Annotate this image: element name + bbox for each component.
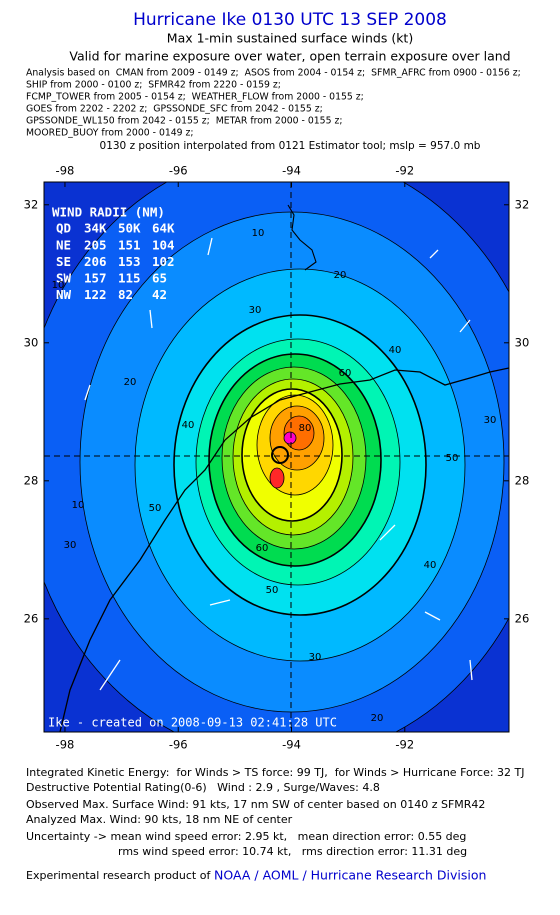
contour-label: 40: [389, 345, 402, 356]
x-tick-label: -96: [169, 164, 188, 178]
analysis-line: GPSSONDE_WL150 from 2042 - 0155 z; METAR…: [26, 116, 342, 127]
analysis-line: GOES from 2202 - 2202 z; GPSSONDE_SFC fr…: [26, 104, 323, 115]
radii-header: QD: [56, 221, 71, 236]
wind-vectors: [84, 237, 473, 691]
radii-header: 50K: [118, 221, 141, 236]
y-tick-label: 28: [24, 473, 39, 487]
storm-center: [271, 446, 289, 464]
radii-cell: SW: [56, 271, 72, 286]
contour-label: 80: [299, 423, 312, 434]
analysis-line: Analysis based on CMAN from 2009 - 0149 …: [26, 68, 521, 79]
contour-label: 10: [252, 228, 265, 239]
coastline: [59, 367, 509, 732]
x-tick-label: -94: [282, 164, 301, 178]
contour-label: 40: [424, 560, 437, 571]
contour-label: 60: [339, 368, 352, 379]
radii-cell: NW: [56, 287, 72, 302]
contour-label: 10: [72, 500, 85, 511]
footer-line: Analyzed Max. Wind: 90 kts, 18 nm NE of …: [26, 813, 293, 826]
y-tick-label: 32: [24, 197, 39, 211]
plot-frame: [43, 181, 510, 733]
radii-table: QD 34K 50K 64K NE 205 151 104 SE 206 153 102 SW 157 11…: [56, 221, 175, 303]
radii-cell: 42: [152, 287, 167, 302]
contours: [44, 182, 509, 732]
coastline: [287, 204, 317, 271]
subtitle: Max 1-min sustained surface winds (kt): [167, 31, 413, 46]
radii-cell: NE: [56, 238, 71, 253]
x-tick-label: -98: [56, 164, 75, 178]
radii-cell: 102: [152, 254, 175, 269]
contour-labels: 10 10 20 20 30 30 40 40 50 60 80 30 50 60 50 40 30 20 10: [52, 228, 497, 724]
footer-line: rms wind speed error: 10.74 kt, rms dire…: [118, 845, 467, 858]
contour-fill: [283, 431, 297, 445]
radii-cell: 115: [118, 271, 141, 286]
contour-label: 50: [446, 453, 459, 464]
contour-fill: [269, 467, 285, 489]
radii-cell: 205: [84, 238, 107, 253]
analysis-line: SHIP from 2000 - 0100 z; SFMR42 from 222…: [26, 80, 281, 91]
radii-header: 34K: [84, 221, 107, 236]
y-tick-label: 28: [515, 473, 530, 487]
footer-credit: Experimental research product of: [26, 869, 211, 882]
y-tick-label: 30: [515, 335, 530, 349]
y-tick-label: 26: [24, 611, 39, 625]
title: Hurricane Ike 0130 UTC 13 SEP 2008: [133, 10, 447, 30]
radii-cell: 65: [152, 271, 167, 286]
contour-label: 60: [256, 543, 269, 554]
x-tick-label: -92: [395, 164, 414, 178]
valid-note: Valid for marine exposure over water, op…: [69, 49, 510, 64]
radii-cell: 206: [84, 254, 107, 269]
contour-label: 50: [149, 503, 162, 514]
contour-label: 50: [266, 585, 279, 596]
contour-label: 10: [52, 280, 65, 291]
contour-label: 40: [182, 420, 195, 431]
analysis-line: FCMP_TOWER from 2005 - 0154 z; WEATHER_F…: [26, 92, 364, 103]
axes: -98 -98 -96 -96 -94 -94 -92 -92 26 26 28 28 30 30 32 32: [24, 164, 530, 752]
x-tick-label: -96: [169, 738, 188, 752]
radii-cell: 151: [118, 238, 141, 253]
position-note: 0130 z position interpolated from 0121 E…: [100, 140, 481, 152]
radii-cell: 157: [84, 271, 107, 286]
contour-label: 20: [124, 377, 137, 388]
footer-line: Observed Max. Surface Wind: 91 kts, 17 n…: [26, 798, 485, 811]
x-tick-label: -94: [282, 738, 301, 752]
y-tick-label: 26: [515, 611, 530, 625]
wind-field: WIND RADII (NM) QD 34K 50K 64K NE 205 151 104 SE…: [44, 182, 509, 732]
contour-label: 30: [249, 305, 262, 316]
contour-label: 20: [371, 713, 384, 724]
contour-label: 30: [484, 415, 497, 426]
radii-cell: 153: [118, 254, 141, 269]
footer-link[interactable]: NOAA / AOML / Hurricane Research Divisio…: [214, 868, 486, 883]
footer-line: Destructive Potential Rating(0-6) Wind :…: [26, 781, 380, 794]
radii-header: 64K: [152, 221, 175, 236]
analysis-line: MOORED_BUOY from 2000 - 0149 z;: [26, 128, 194, 139]
footer-line: Integrated Kinetic Energy: for Winds > T…: [26, 766, 525, 779]
radii-cell: 104: [152, 238, 175, 253]
contour-label: 20: [334, 270, 347, 281]
radii-cell: 82: [118, 287, 133, 302]
y-tick-label: 32: [515, 197, 530, 211]
radii-title: WIND RADII (NM): [52, 205, 165, 220]
x-tick-label: -98: [56, 738, 75, 752]
contour-label: 30: [64, 540, 77, 551]
map-credit: Ike - created on 2008-09-13 02:41:28 UTC: [48, 716, 337, 730]
footer-line: Uncertainty -> mean wind speed error: 2.…: [26, 830, 466, 843]
radii-cell: SE: [56, 254, 71, 269]
x-tick-label: -92: [395, 738, 414, 752]
y-tick-label: 30: [24, 335, 39, 349]
radii-cell: 122: [84, 287, 107, 302]
contour-label: 30: [309, 652, 322, 663]
